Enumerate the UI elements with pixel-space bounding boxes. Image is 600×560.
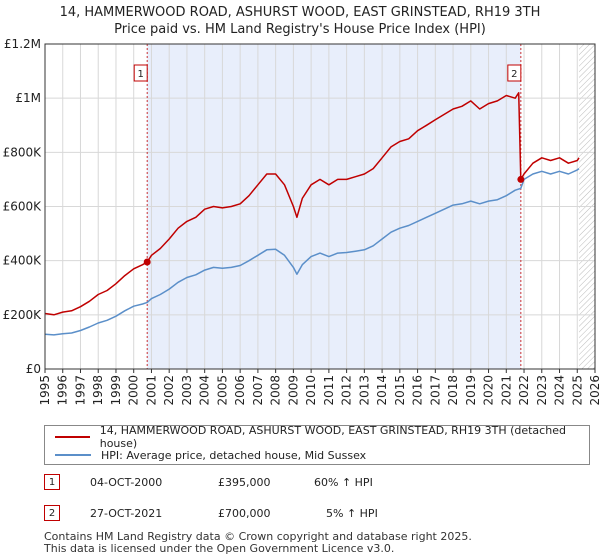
sale-marker-box (507, 64, 522, 82)
x-tick-label: 2018 (446, 375, 460, 406)
x-tick-label: 2024 (553, 375, 567, 406)
sale-point (517, 175, 525, 183)
x-tick-label: 1997 (73, 375, 87, 406)
property-price-line (44, 92, 580, 316)
x-tick-label: 2000 (127, 375, 141, 406)
x-tick-label: 2015 (393, 375, 407, 406)
x-tick-label: 2017 (428, 375, 442, 406)
x-tick-label: 2019 (464, 375, 478, 406)
sale-number-badge: 2 (44, 505, 60, 521)
sale-marker-label: 1 (138, 69, 144, 80)
chart-title-line2: Price paid vs. HM Land Registry's House … (114, 22, 486, 37)
price-chart: 1 2 £0 £200K £400K £600K £800K £1M £1.2M 1995 199… (3, 37, 600, 406)
x-tick-label: 2007 (251, 375, 265, 406)
x-tick-label: 2023 (535, 375, 549, 406)
x-tick-label: 2026 (588, 375, 600, 406)
y-tick-label: £200K (3, 308, 43, 322)
chart-title: 14, HAMMERWOOD ROAD, ASHURST WOOD, EAST … (0, 4, 600, 38)
sale-price: £700,000 (218, 507, 271, 520)
x-tick-label: 2005 (215, 375, 229, 406)
x-tick-label: 2025 (570, 375, 584, 406)
y-tick-label: £800K (3, 145, 43, 159)
legend: 14, HAMMERWOOD ROAD, ASHURST WOOD, EAST … (44, 424, 590, 465)
y-tick-label: £400K (3, 254, 43, 268)
x-tick-label: 2002 (162, 375, 176, 406)
chart-title-line1: 14, HAMMERWOOD ROAD, ASHURST WOOD, EAST … (59, 5, 541, 20)
x-tick-label: 2011 (322, 375, 336, 406)
x-tick-label: 2008 (269, 375, 283, 406)
sale-date: 27-OCT-2021 (90, 507, 163, 520)
plot-frame (44, 43, 596, 370)
x-tick-label: 1999 (109, 375, 123, 406)
legend-item-hpi: HPI: Average price, detached house, Mid … (55, 447, 366, 463)
legend-label-property: 14, HAMMERWOOD ROAD, ASHURST WOOD, EAST … (99, 424, 566, 450)
legend-swatch-property (55, 436, 90, 438)
sale-point (143, 258, 151, 266)
y-tick-label: £1M (15, 91, 41, 105)
footer: Contains HM Land Registry data © Crown c… (44, 531, 472, 555)
x-tick-label: 2014 (375, 375, 389, 406)
x-tick-label: 2006 (233, 375, 247, 406)
x-tick-label: 1996 (56, 375, 70, 406)
x-tick-label: 2001 (144, 375, 158, 406)
y-tick-label: £1.2M (4, 37, 41, 51)
x-tick-label: 2009 (286, 375, 300, 406)
x-tick-label: 2020 (482, 375, 496, 406)
sale-date: 04-OCT-2000 (90, 476, 163, 489)
x-tick-label: 1995 (38, 375, 52, 406)
x-tick-label: 2004 (198, 375, 212, 406)
sale-price: £395,000 (218, 476, 271, 489)
footer-line1: Contains HM Land Registry data © Crown c… (44, 530, 472, 543)
x-tick-label: 2003 (180, 375, 194, 406)
x-tick-label: 2016 (411, 375, 425, 406)
sale-hpi-change: 60% ↑ HPI (314, 476, 373, 489)
hpi-line (44, 168, 580, 336)
x-tick-label: 2013 (357, 375, 371, 406)
x-tick-label: 2012 (340, 375, 354, 406)
x-tick-label: 1998 (91, 375, 105, 406)
legend-label-hpi: HPI: Average price, detached house, Mid … (101, 448, 367, 462)
legend-item-property: 14, HAMMERWOOD ROAD, ASHURST WOOD, EAST … (55, 424, 589, 450)
x-tick-label: 2022 (517, 375, 531, 406)
sale-number-badge: 1 (44, 474, 60, 490)
sale-hpi-change: 5% ↑ HPI (326, 507, 378, 520)
footer-line2: This data is licensed under the Open Gov… (44, 542, 395, 555)
sale-marker-box (133, 64, 148, 82)
sale-marker-label: 2 (511, 69, 517, 80)
y-tick-label: £600K (3, 200, 43, 214)
x-tick-label: 2010 (304, 375, 318, 406)
y-tick-label: £0 (26, 362, 41, 376)
legend-swatch-hpi (55, 454, 91, 456)
x-tick-label: 2021 (499, 375, 513, 406)
